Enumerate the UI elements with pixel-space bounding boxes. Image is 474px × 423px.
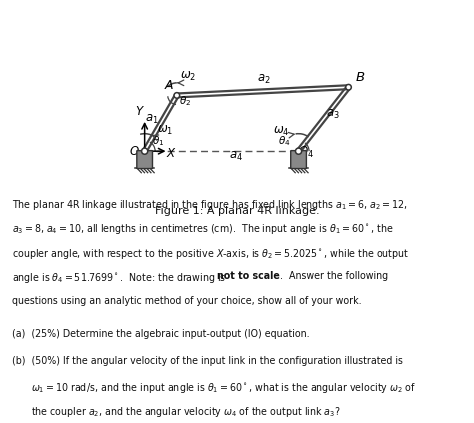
Text: (a)  (25%) Determine the algebraic input-output (IO) equation.: (a) (25%) Determine the algebraic input-… (12, 329, 310, 339)
Text: $a_3 = 8$, $a_4 = 10$, all lengths in centimetres (cm).  The input angle is $\th: $a_3 = 8$, $a_4 = 10$, all lengths in ce… (12, 222, 393, 236)
Text: $\theta_2$: $\theta_2$ (179, 94, 191, 108)
Text: angle is $\theta_4 = 51.7699^\circ$.  Note: the drawing is: angle is $\theta_4 = 51.7699^\circ$. Not… (12, 271, 227, 286)
Circle shape (174, 93, 180, 98)
FancyBboxPatch shape (137, 151, 153, 168)
Text: the coupler $a_2$, and the angular velocity $\omega_4$ of the output link $a_3$?: the coupler $a_2$, and the angular veloc… (31, 405, 340, 419)
Text: $X$: $X$ (166, 147, 177, 160)
Text: coupler angle, with respect to the positive $X$-axis, is $\theta_2 = 5.2025^\cir: coupler angle, with respect to the posit… (12, 247, 409, 261)
Circle shape (142, 148, 148, 154)
Text: $A$: $A$ (164, 79, 174, 92)
Text: $\omega_1$: $\omega_1$ (157, 124, 174, 137)
Text: $a_3$: $a_3$ (327, 107, 340, 121)
Text: $a_2$: $a_2$ (257, 73, 271, 86)
Circle shape (295, 148, 301, 154)
Circle shape (346, 85, 351, 90)
Text: $O_1$: $O_1$ (129, 145, 145, 160)
Text: $Y$: $Y$ (135, 105, 145, 118)
Text: $B$: $B$ (355, 71, 365, 85)
Text: $\omega_2$: $\omega_2$ (181, 70, 197, 83)
Text: not to scale: not to scale (217, 271, 280, 281)
Text: Figure 1: A planar 4R linkage.: Figure 1: A planar 4R linkage. (155, 206, 319, 216)
Text: (b)  (50%) If the angular velocity of the input link in the configuration illust: (b) (50%) If the angular velocity of the… (12, 356, 403, 366)
Text: The planar 4R linkage illustrated in the figure has fixed link lengths $a_1 = 6$: The planar 4R linkage illustrated in the… (12, 198, 408, 212)
Text: $O_4$: $O_4$ (299, 145, 314, 160)
Text: $\omega_1 = 10$ rad/s, and the input angle is $\theta_1 = 60^\circ$, what is the: $\omega_1 = 10$ rad/s, and the input ang… (31, 381, 416, 395)
Text: $\omega_4$: $\omega_4$ (273, 125, 290, 138)
Text: $a_1$: $a_1$ (145, 113, 159, 126)
Text: $\theta_4$: $\theta_4$ (278, 134, 291, 148)
FancyBboxPatch shape (291, 151, 306, 168)
Text: $a_4$: $a_4$ (228, 150, 243, 163)
Text: $\theta_1$: $\theta_1$ (153, 134, 165, 148)
Text: .  Answer the following: . Answer the following (280, 271, 388, 281)
Text: questions using an analytic method of your choice, show all of your work.: questions using an analytic method of yo… (12, 296, 362, 306)
